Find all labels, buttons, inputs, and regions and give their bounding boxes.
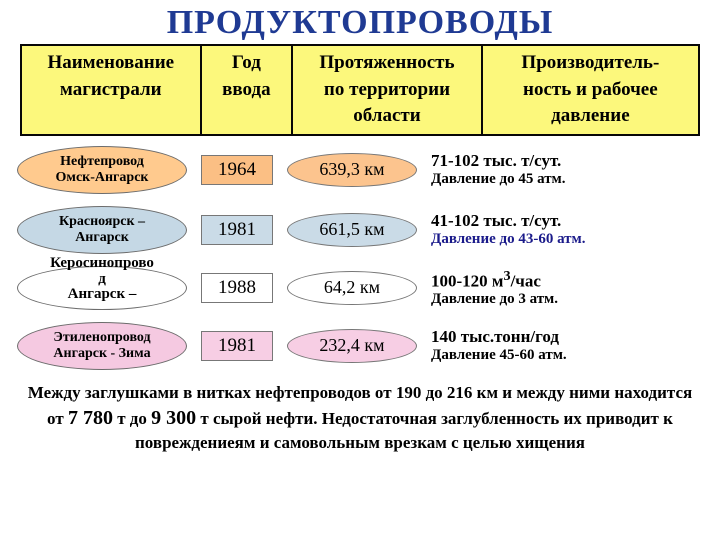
header-text: ввода: [208, 77, 286, 104]
page-title: ПРОДУКТОПРОВОДЫ: [0, 0, 720, 42]
length-ellipse: 661,5 км: [287, 213, 417, 247]
length-ellipse: 639,3 км: [287, 153, 417, 187]
header-text: магистрали: [28, 77, 194, 104]
pipeline-ellipse: ЭтиленопроводАнгарск - Зима: [17, 322, 187, 370]
capacity-text: 140 тыс.тонн/годДавление 45-60 атм.: [431, 327, 705, 364]
pipeline-name-label: КеросинопроводАнгарск –: [17, 256, 187, 303]
header-text: ность и рабочее давление: [489, 77, 692, 130]
data-rows: НефтепроводОмск-Ангарск 1964 639,3 км 71-10…: [15, 146, 705, 370]
capacity-text: 41-102 тыс. т/сут.Давление до 43-60 атм.: [431, 211, 705, 248]
pipeline-ellipse: Красноярск –Ангарск: [17, 206, 187, 254]
capacity-text: 100-120 м3/часДавление до 3 атм.: [431, 268, 705, 308]
header-text: по территории области: [299, 77, 475, 130]
table-row: Красноярск –Ангарск 1981 661,5 км 41-102 ты…: [15, 206, 705, 254]
header-text: Производитель-: [489, 50, 692, 77]
header-text: Протяженность: [299, 50, 475, 77]
header-text: Наименование: [28, 50, 194, 77]
header-col-year: Год ввода: [201, 45, 293, 135]
pipeline-name: КеросинопроводАнгарск –: [17, 266, 187, 310]
year-box: 1981: [201, 331, 273, 361]
capacity-text: 71-102 тыс. т/сут.Давление до 45 атм.: [431, 151, 705, 188]
year-box: 1981: [201, 215, 273, 245]
table-row: ЭтиленопроводАнгарск - Зима 1981 232,4 км 1…: [15, 322, 705, 370]
header-text: Год: [208, 50, 286, 77]
pipeline-ellipse: НефтепроводОмск-Ангарск: [17, 146, 187, 194]
year-box: 1964: [201, 155, 273, 185]
table-row: НефтепроводОмск-Ангарск 1964 639,3 км 71-10…: [15, 146, 705, 194]
header-table: Наименование магистрали Год ввода Протяж…: [20, 44, 700, 136]
pipeline-name: Красноярск –Ангарск: [17, 206, 187, 254]
pipeline-name: ЭтиленопроводАнгарск - Зима: [17, 322, 187, 370]
length-ellipse: 232,4 км: [287, 329, 417, 363]
length-ellipse: 64,2 км: [287, 271, 417, 305]
footer-note: Между заглушками в нитках нефтепроводов …: [20, 382, 700, 455]
header-col-name: Наименование магистрали: [21, 45, 201, 135]
header-col-length: Протяженность по территории области: [292, 45, 482, 135]
header-col-capacity: Производитель- ность и рабочее давление: [482, 45, 699, 135]
pipeline-name: НефтепроводОмск-Ангарск: [17, 146, 187, 194]
table-row: КеросинопроводАнгарск – 1988 64,2 км 100-12…: [15, 266, 705, 310]
year-box: 1988: [201, 273, 273, 303]
